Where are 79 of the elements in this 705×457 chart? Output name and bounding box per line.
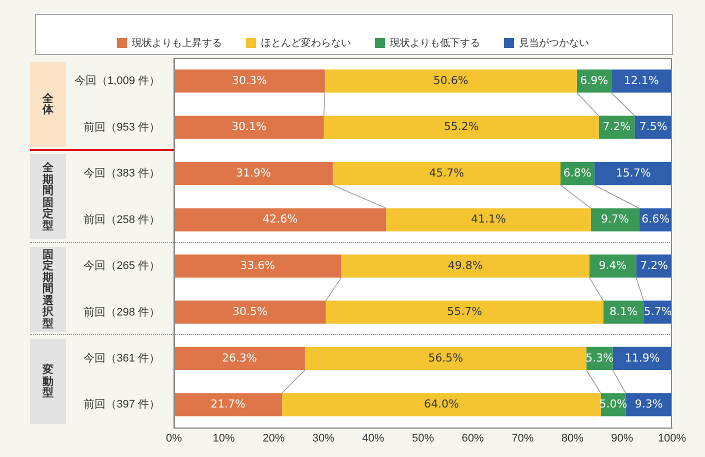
data-label: 6.9% xyxy=(580,74,608,87)
y-tick-label: 前回（298 件） xyxy=(84,306,160,318)
legend-label: 現状よりも低下する xyxy=(390,36,480,49)
bar xyxy=(326,300,604,324)
bar xyxy=(174,254,342,278)
y-tick-label: 今回（265 件） xyxy=(84,260,160,272)
data-label: 26.3% xyxy=(222,351,257,364)
bar xyxy=(590,208,640,232)
x-tick-label: 40% xyxy=(362,432,384,444)
bar xyxy=(324,116,599,139)
bar xyxy=(386,208,591,232)
x-tick-label: 20% xyxy=(262,432,285,444)
data-label: 6.6% xyxy=(642,212,670,226)
data-label: 9.7% xyxy=(601,212,629,226)
data-label: 50.6% xyxy=(433,74,468,87)
x-tick-label: 30% xyxy=(312,432,335,444)
data-label: 21.7% xyxy=(210,398,246,411)
x-tick-label: 60% xyxy=(462,432,484,444)
bar xyxy=(174,346,305,370)
bar xyxy=(332,162,560,186)
data-label: 6.8% xyxy=(563,166,592,180)
data-label: 15.7% xyxy=(616,166,651,180)
x-tick-label: 10% xyxy=(212,432,236,444)
x-tick-label: 90% xyxy=(611,432,634,444)
data-label: 30.3% xyxy=(232,74,267,87)
legend-label: ほとんど変わらない xyxy=(261,36,351,49)
text: 変動型 xyxy=(42,363,54,400)
bar xyxy=(603,300,644,324)
data-label: 41.1% xyxy=(471,212,506,226)
data-label: 9.4% xyxy=(598,258,627,272)
x-tick-label: 80% xyxy=(561,432,584,444)
text: 全体 xyxy=(42,92,54,116)
legend-label: 現状よりも上昇する xyxy=(132,36,222,49)
data-label: 30.5% xyxy=(232,305,268,318)
data-label: 55.2% xyxy=(444,120,479,134)
bar xyxy=(174,162,333,186)
x-tick-label: 50% xyxy=(412,432,434,444)
data-label: 12.1% xyxy=(624,74,659,87)
text: 全期間固定型 xyxy=(42,161,54,232)
x-tick-label: 100% xyxy=(658,432,686,444)
data-label: 45.7% xyxy=(429,166,464,180)
data-label: 7.5% xyxy=(639,120,668,134)
data-label: 5.7% xyxy=(644,305,672,318)
bar xyxy=(594,162,672,186)
data-label: 7.2% xyxy=(640,258,668,272)
y-tick-label: 前回（258 件） xyxy=(84,214,160,226)
x-tick-label: 70% xyxy=(512,432,534,444)
data-label: 42.6% xyxy=(262,212,298,226)
data-label: 64.0% xyxy=(424,398,459,411)
data-label: 7.2% xyxy=(602,120,631,134)
bar xyxy=(611,70,672,93)
bar xyxy=(174,393,282,416)
bar xyxy=(612,346,672,370)
y-tick-label: 前回（397 件） xyxy=(84,398,160,411)
bar xyxy=(324,70,577,93)
data-label: 30.1% xyxy=(231,120,266,134)
bar xyxy=(341,254,590,278)
y-tick-label: 前回（953 件） xyxy=(84,121,160,134)
bar xyxy=(304,346,586,370)
y-tick-label: 今回（383 件） xyxy=(84,168,160,180)
data-label: 56.5% xyxy=(428,351,464,364)
data-label: 49.8% xyxy=(448,258,483,272)
data-label: 33.6% xyxy=(240,258,276,272)
data-label: 31.9% xyxy=(236,166,271,180)
data-label: 11.9% xyxy=(624,351,660,364)
data-label: 8.1% xyxy=(609,305,638,318)
text: 固定期間選択型 xyxy=(42,248,54,330)
y-tick-label: 今回（361 件） xyxy=(84,352,160,364)
bar xyxy=(174,70,325,93)
legend-label: 見当がつかない xyxy=(519,36,589,49)
bar xyxy=(174,300,326,324)
data-label: 5.3% xyxy=(586,351,614,364)
data-label: 9.3% xyxy=(634,398,663,411)
bar xyxy=(174,208,386,232)
data-label: 55.7% xyxy=(447,305,482,318)
bar xyxy=(282,393,601,416)
bar xyxy=(174,116,324,139)
x-tick-label: 0% xyxy=(166,432,182,444)
y-tick-label: 今回（1,009 件） xyxy=(74,75,160,88)
